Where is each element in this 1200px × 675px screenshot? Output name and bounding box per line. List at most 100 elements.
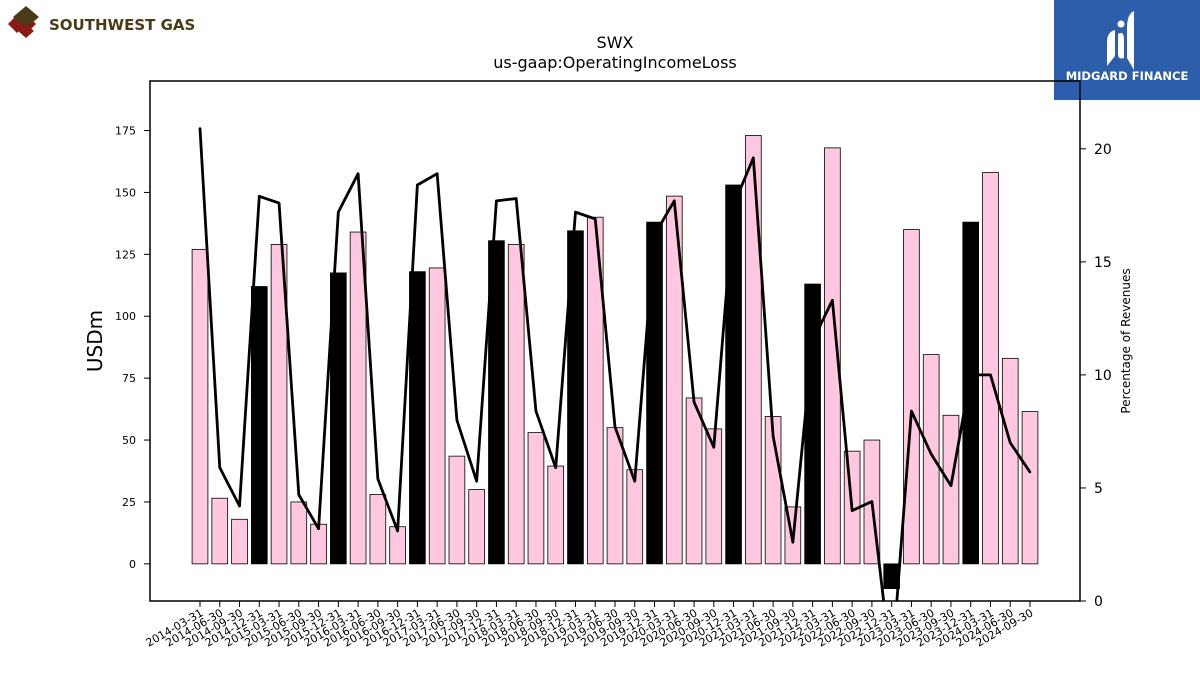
left-tick-label: 75 [122,372,136,385]
bar-2017-09-30 [468,489,485,565]
partner-name: MIDGARD FINANCE [1065,69,1189,83]
line-point-2023-12-31 [969,373,972,377]
chart-title: SWX [597,33,634,52]
midgard-logo-icon [1054,0,1200,100]
line-point-2022-03-31 [831,299,834,302]
bar-2014-03-31 [191,248,209,565]
percentage-line-series [198,127,1032,670]
right-tick-label: 0 [1094,594,1103,610]
bar-2015-03-31 [270,244,288,565]
bar-2014-09-30 [231,518,248,565]
line-point-2016-09-30 [396,529,399,533]
bar-2022-03-31 [824,147,841,565]
line-point-2017-06-30 [455,418,459,422]
bar-2016-12-31 [409,271,426,565]
bar-2023-03-31 [903,229,920,565]
bar-2023-06-30 [922,354,940,565]
bar-2020-09-30 [705,428,723,565]
line-point-2022-12-31 [890,668,892,670]
right-tick-label: 15 [1094,255,1112,271]
line-point-2017-12-31 [495,199,498,203]
left-tick-label: 50 [122,434,136,447]
line-point-2023-03-31 [910,409,913,413]
right-tick-label: 20 [1094,142,1112,158]
line-point-2014-03-31 [198,127,202,130]
right-tick-label: 10 [1094,368,1112,384]
line-point-2014-09-30 [238,504,241,508]
line-point-2019-06-30 [613,425,617,429]
right-y-axis: 0 5 10 15 20 [1080,142,1112,610]
bar-2020-03-31 [665,195,683,565]
bar-2014-06-30 [211,497,229,565]
line-point-2024-06-30 [1009,441,1012,444]
midgard-finance-badge: MIDGARD FINANCE [1054,0,1200,100]
line-point-2024-09-30 [1028,470,1032,474]
line-point-2023-09-30 [949,484,953,487]
bar-2021-03-31 [745,135,762,565]
left-tick-label: 0 [129,558,136,571]
line-point-2021-09-30 [791,541,795,544]
line-point-2018-09-30 [554,466,557,469]
bar-2021-12-31 [804,283,821,565]
line-point-2023-06-30 [929,452,933,456]
bar-2017-06-30 [448,455,466,565]
left-tick-label: 175 [115,125,136,138]
bar-2024-06-30 [1001,357,1019,565]
left-tick-label: 100 [115,310,136,323]
bar-2017-12-31 [488,240,505,565]
right-y-axis-label: Percentage of Revenues [1119,268,1133,413]
line-point-2024-03-31 [989,373,992,377]
bar-2018-12-31 [567,230,584,565]
line-point-2020-03-31 [673,199,676,203]
bar-2019-12-31 [646,221,663,565]
line-point-2021-06-30 [771,434,775,438]
y-axis-label: USDm [83,310,107,372]
line-point-2018-12-31 [574,210,577,214]
chart-subtitle: us-gaap:OperatingIncomeLoss [493,53,737,72]
left-tick-label: 125 [115,248,136,261]
bar-2019-03-31 [586,216,604,565]
line-point-2022-09-30 [870,500,874,503]
line-point-2017-09-30 [475,479,478,483]
line-point-2016-03-31 [356,172,360,175]
line-point-2015-09-30 [317,527,320,530]
bar-2019-09-30 [626,469,644,565]
line-point-2020-06-30 [692,400,696,404]
bar-2024-03-31 [982,172,999,565]
bar-2020-06-30 [685,397,703,565]
bar-2014-12-31 [250,286,268,565]
bar-2018-03-31 [507,244,525,565]
left-tick-label: 25 [122,496,136,509]
line-point-2014-12-31 [258,195,261,198]
bar-2016-06-30 [369,494,387,565]
line-point-2019-12-31 [653,233,656,236]
company-name: SOUTHWEST GAS [49,16,196,34]
bar-2020-12-31 [725,184,742,565]
bar-2023-09-30 [942,414,960,565]
bar-2018-06-30 [527,432,545,565]
plot-frame [149,80,1081,602]
line-point-2019-09-30 [633,479,636,483]
line-point-2015-03-31 [277,201,281,205]
bar-2024-09-30 [1021,411,1039,565]
x-axis: 2014-03-312014-06-302014-09-302014-12-31… [144,601,1036,650]
bar-2015-09-30 [310,523,327,565]
line-point-2021-12-31 [811,339,814,343]
line-point-2018-03-31 [514,197,518,200]
line-point-2014-06-30 [218,466,221,469]
bar-2016-03-31 [349,231,367,565]
bar-2015-06-30 [290,501,308,565]
line-point-2015-06-30 [297,493,301,496]
left-y-axis: 0 25 50 75 100 125 150 175 [115,125,150,571]
line-point-2015-12-31 [337,210,340,214]
line-point-2018-06-30 [534,409,538,413]
line-point-2016-12-31 [416,183,419,187]
bar-2015-12-31 [330,272,347,565]
bar-2023-12-31 [962,221,980,565]
line-point-2020-09-30 [712,446,716,449]
southwest-gas-logo: SOUTHWEST GAS [4,4,196,44]
line-point-2019-03-31 [594,217,597,221]
company-logo-mark-icon [8,6,39,38]
line-point-2021-03-31 [752,156,755,160]
